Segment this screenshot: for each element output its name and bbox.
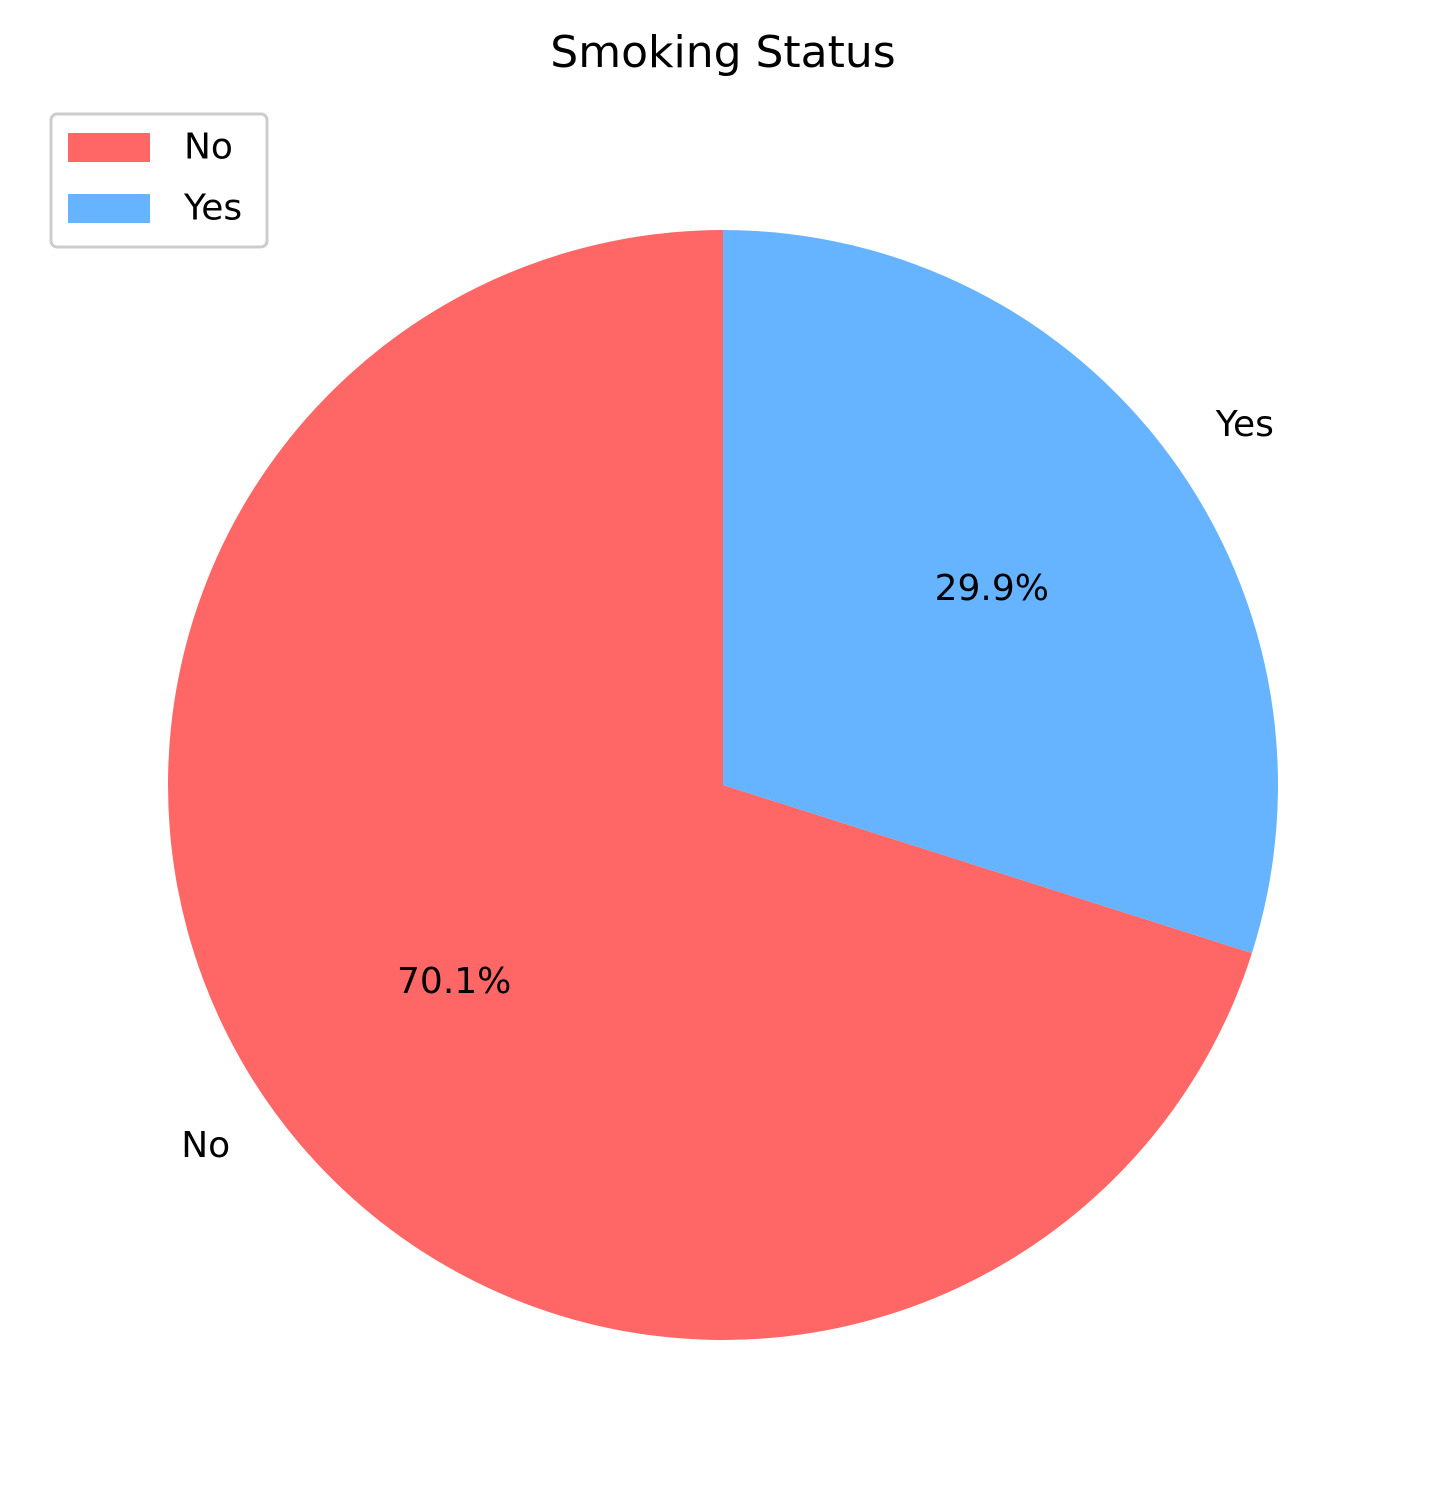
legend-entries: No Yes xyxy=(68,127,242,229)
legend-label-yes: Yes xyxy=(183,188,242,229)
pie-slice-no xyxy=(168,230,1252,1340)
slice-percent-labels: 70.1% 29.9% xyxy=(397,568,1049,1002)
legend: No Yes xyxy=(49,112,269,249)
pie-slice-yes xyxy=(723,230,1278,954)
slice-percent-no: 70.1% xyxy=(397,961,511,1002)
chart-title: Smoking Status xyxy=(550,27,895,78)
slice-percent-yes: 29.9% xyxy=(935,568,1049,609)
slice-category-labels: No Yes xyxy=(181,404,1274,1166)
slice-label-yes: Yes xyxy=(1215,404,1274,445)
legend-swatch-yes xyxy=(68,194,150,223)
slice-label-no: No xyxy=(181,1125,230,1166)
pie-slices xyxy=(168,230,1278,1340)
legend-label-no: No xyxy=(184,127,233,168)
legend-swatch-no xyxy=(68,133,150,162)
